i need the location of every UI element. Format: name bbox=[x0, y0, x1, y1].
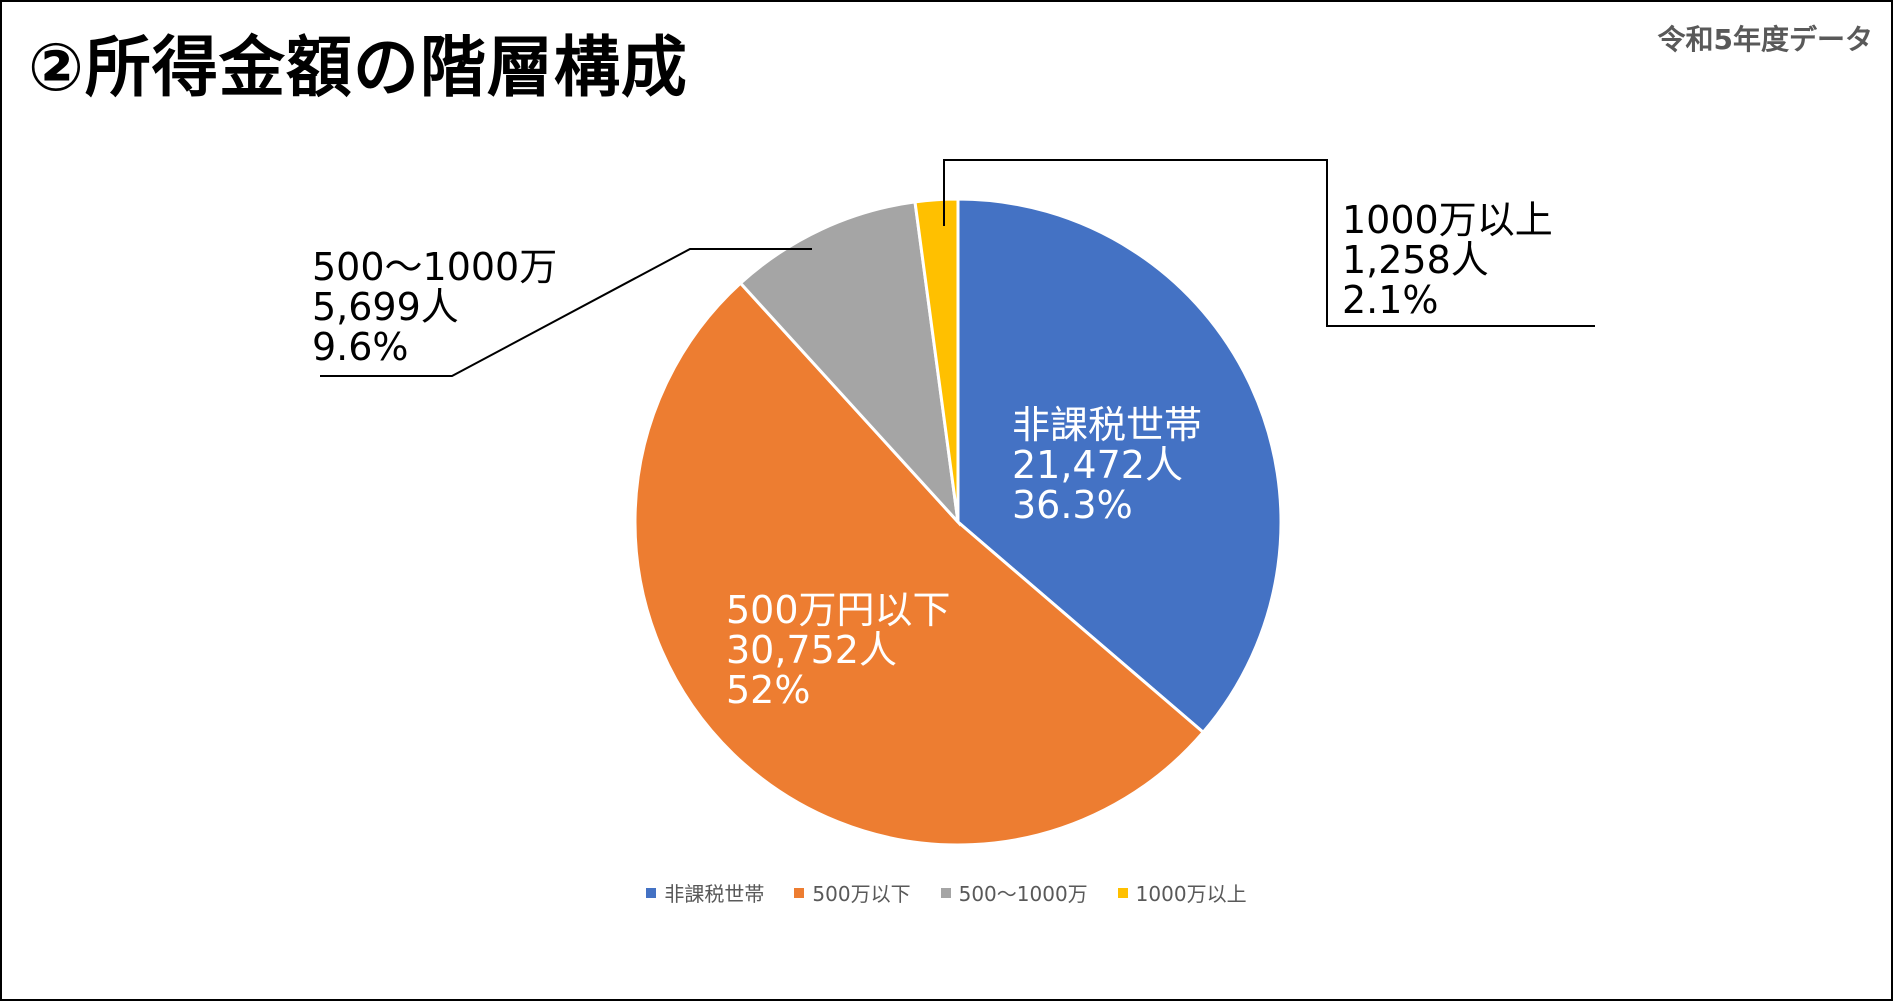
value-label-1000-plus: 1,258人 bbox=[1342, 238, 1489, 282]
slice-label-under-500: 500万円以下 bbox=[726, 588, 951, 632]
slice-label-1000-plus: 1000万以上 bbox=[1342, 198, 1553, 242]
pie-slice-under-500 bbox=[633, 281, 1206, 847]
data-label-group-under-500: 500万円以下 30,752人 52% bbox=[726, 588, 951, 712]
legend-label-1000-plus: 1000万以上 bbox=[1135, 882, 1247, 906]
pie-slice-non-taxable bbox=[956, 197, 1283, 735]
slice-label-500-1000: 500～1000万 bbox=[312, 245, 557, 289]
percent-label-under-500: 52% bbox=[726, 668, 810, 712]
data-label-group-non-taxable: 非課税世帯 21,472人 36.3% bbox=[1012, 403, 1202, 527]
legend-swatch-under-500 bbox=[794, 887, 805, 898]
legend-swatch-non-taxable bbox=[646, 887, 657, 898]
legend-item-under-500: 500万以下 bbox=[794, 878, 911, 907]
legend-swatch-1000-plus bbox=[1117, 887, 1128, 898]
value-label-500-1000: 5,699人 bbox=[312, 285, 459, 329]
value-label-under-500: 30,752人 bbox=[726, 628, 897, 672]
pie-slice-500-1000 bbox=[738, 200, 961, 527]
chart-legend: 非課税世帯 500万以下 500～1000万 1000万以上 bbox=[0, 878, 1893, 907]
legend-label-non-taxable: 非課税世帯 bbox=[664, 882, 765, 906]
data-year-label: 令和5年度データ bbox=[1657, 23, 1873, 56]
percent-label-500-1000: 9.6% bbox=[312, 325, 409, 369]
leader-line-500-1000 bbox=[320, 248, 812, 377]
pie-slices bbox=[633, 197, 1283, 847]
percent-label-1000-plus: 2.1% bbox=[1342, 278, 1439, 322]
legend-swatch-500-1000 bbox=[940, 887, 951, 898]
page-title: ②所得金額の階層構成 bbox=[28, 29, 688, 106]
legend-item-non-taxable: 非課税世帯 bbox=[646, 878, 764, 907]
data-label-group-500-1000: 500～1000万 5,699人 9.6% bbox=[312, 245, 557, 369]
leader-line-1000-plus bbox=[943, 159, 1595, 327]
legend-item-500-1000: 500～1000万 bbox=[940, 878, 1088, 907]
legend-label-500-1000: 500～1000万 bbox=[958, 882, 1088, 906]
slice-label-non-taxable: 非課税世帯 bbox=[1012, 403, 1202, 447]
value-label-non-taxable: 21,472人 bbox=[1012, 443, 1183, 487]
percent-label-non-taxable: 36.3% bbox=[1012, 483, 1133, 527]
data-label-group-1000-plus: 1000万以上 1,258人 2.1% bbox=[1342, 198, 1553, 322]
legend-item-1000-plus: 1000万以上 bbox=[1117, 878, 1247, 907]
pie-slice-1000-plus bbox=[913, 197, 960, 523]
legend-label-under-500: 500万以下 bbox=[812, 882, 911, 906]
